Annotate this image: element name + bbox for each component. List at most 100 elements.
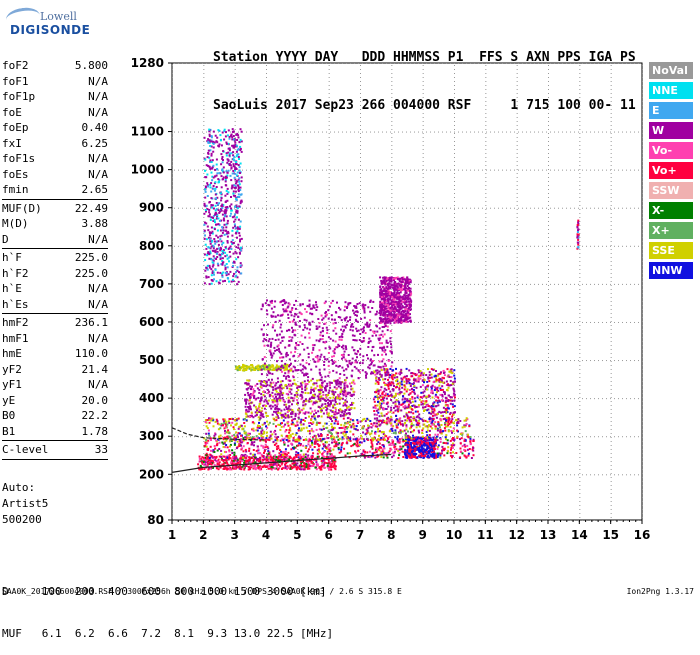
grid-dot-x (548, 161, 549, 162)
grid-dot-y (310, 284, 311, 285)
grid-dot-x (579, 205, 580, 206)
grid-dot-x (454, 485, 455, 486)
grid-dot-y (354, 208, 355, 209)
grid-dot-y (354, 322, 355, 323)
grid-dot-y (382, 132, 383, 133)
grid-dot-x (266, 77, 267, 78)
grid-dot-y (486, 170, 487, 171)
grid-dot-x (642, 205, 643, 206)
grid-dot-y (230, 520, 231, 521)
grid-dot-y (274, 246, 275, 247)
grid-dot-x (360, 129, 361, 130)
grid-dot-x (360, 425, 361, 426)
grid-dot-x (297, 261, 298, 262)
grid-dot-y (470, 322, 471, 323)
grid-dot-y (238, 322, 239, 323)
grid-dot-x (642, 77, 643, 78)
grid-dot-x (266, 225, 267, 226)
echo-point (253, 449, 255, 451)
grid-dot-y (182, 474, 183, 475)
grid-dot-x (611, 225, 612, 226)
grid-dot-x (423, 465, 424, 466)
grid-dot-y (586, 474, 587, 475)
grid-dot-x (611, 281, 612, 282)
grid-dot-y (558, 398, 559, 399)
grid-dot-x (203, 161, 204, 162)
grid-dot-y (354, 474, 355, 475)
grid-dot-x (266, 505, 267, 506)
grid-dot-x (517, 329, 518, 330)
grid-dot-y (350, 208, 351, 209)
grid-dot-y (622, 170, 623, 171)
grid-dot-x (642, 125, 643, 126)
grid-dot-x (235, 513, 236, 514)
grid-dot-y (310, 208, 311, 209)
grid-dot-y (202, 398, 203, 399)
grid-dot-x (360, 481, 361, 482)
grid-dot-x (454, 253, 455, 254)
grid-dot-y (270, 63, 271, 64)
grid-dot-x (485, 433, 486, 434)
grid-dot-x (611, 329, 612, 330)
grid-dot-y (334, 284, 335, 285)
grid-dot-x (579, 125, 580, 126)
echo-point (199, 459, 201, 461)
grid-dot-y (214, 63, 215, 64)
grid-dot-x (485, 97, 486, 98)
grid-dot-y (182, 284, 183, 285)
grid-dot-y (258, 360, 259, 361)
grid-dot-x (172, 449, 173, 450)
grid-dot-x (517, 121, 518, 122)
grid-dot-y (630, 520, 631, 521)
echo-point (366, 451, 368, 453)
grid-dot-x (454, 145, 455, 146)
grid-dot-x (423, 121, 424, 122)
grid-dot-x (391, 453, 392, 454)
grid-dot-x (548, 497, 549, 498)
echo-point (273, 441, 275, 443)
grid-dot-y (270, 322, 271, 323)
grid-dot-y (234, 398, 235, 399)
grid-dot-y (214, 322, 215, 323)
grid-dot-y (298, 474, 299, 475)
echo-point (272, 450, 274, 452)
grid-dot-y (222, 322, 223, 323)
grid-dot-x (172, 421, 173, 422)
grid-dot-y (586, 208, 587, 209)
grid-dot-y (298, 322, 299, 323)
grid-dot-y (538, 208, 539, 209)
grid-dot-y (434, 132, 435, 133)
grid-dot-x (611, 493, 612, 494)
echo-point (251, 442, 253, 444)
x-tick-label: 1 (168, 528, 176, 542)
grid-dot-x (485, 325, 486, 326)
grid-dot-x (172, 489, 173, 490)
grid-dot-x (642, 393, 643, 394)
grid-dot-y (482, 360, 483, 361)
grid-dot-y (402, 132, 403, 133)
grid-dot-x (329, 121, 330, 122)
grid-dot-y (530, 132, 531, 133)
grid-dot-x (454, 277, 455, 278)
echo-point (445, 442, 447, 444)
grid-dot-x (297, 141, 298, 142)
grid-dot-x (329, 409, 330, 410)
grid-dot-x (360, 281, 361, 282)
grid-dot-y (622, 284, 623, 285)
grid-dot-x (360, 449, 361, 450)
grid-dot-x (297, 133, 298, 134)
grid-dot-x (360, 81, 361, 82)
grid-dot-y (618, 63, 619, 64)
echo-point (299, 456, 301, 458)
grid-dot-y (494, 284, 495, 285)
grid-dot-y (586, 520, 587, 521)
grid-dot-y (458, 63, 459, 64)
grid-dot-x (203, 417, 204, 418)
grid-dot-x (266, 73, 267, 74)
grid-dot-y (602, 63, 603, 64)
grid-dot-x (517, 341, 518, 342)
grid-dot-y (250, 360, 251, 361)
grid-dot-y (474, 132, 475, 133)
grid-dot-x (172, 157, 173, 158)
grid-dot-y (442, 63, 443, 64)
